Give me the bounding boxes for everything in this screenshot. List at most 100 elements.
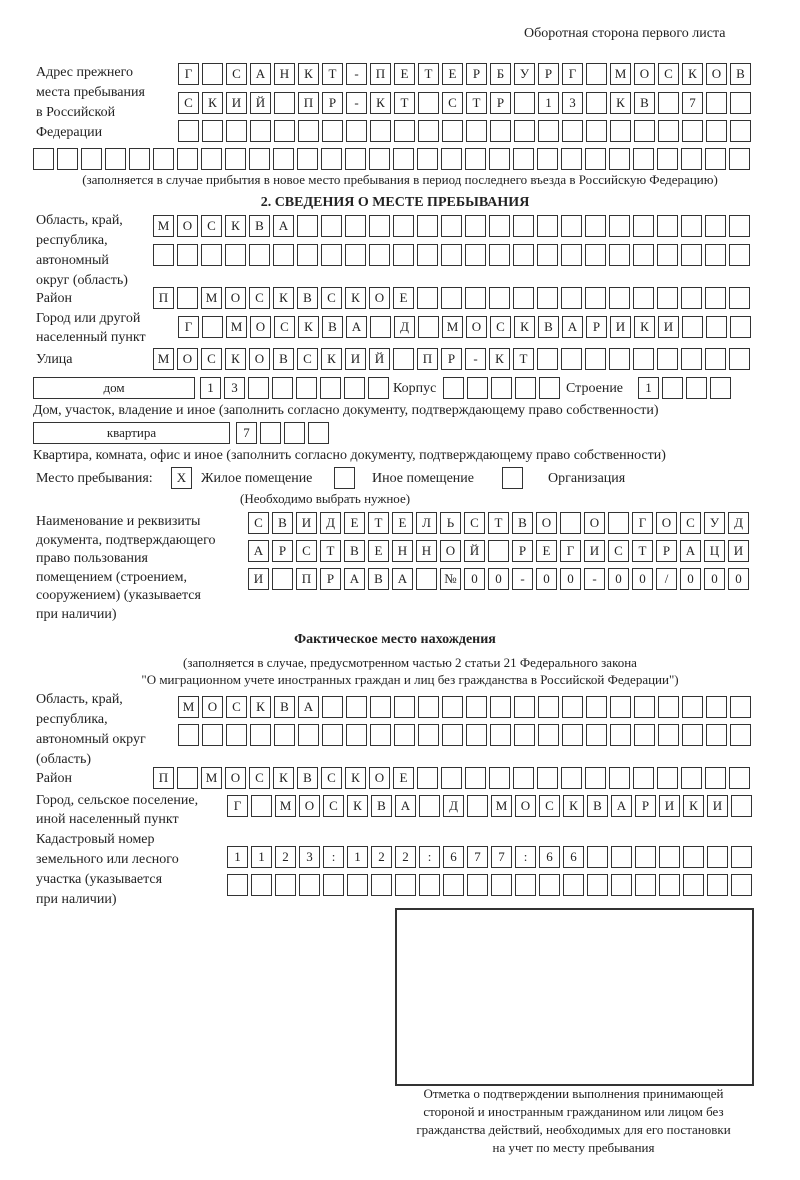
char-cell[interactable]: О — [656, 512, 677, 534]
char-cell[interactable] — [633, 348, 654, 370]
char-cell[interactable] — [371, 874, 392, 896]
char-cell[interactable]: К — [273, 767, 294, 789]
char-cell[interactable]: М — [201, 767, 222, 789]
char-cell[interactable] — [418, 696, 439, 718]
char-cell[interactable] — [442, 724, 463, 746]
char-cell[interactable] — [658, 724, 679, 746]
char-cell[interactable] — [275, 874, 296, 896]
char-cell[interactable] — [466, 696, 487, 718]
char-cell[interactable]: В — [249, 215, 270, 237]
char-cell[interactable] — [490, 724, 511, 746]
char-cell[interactable] — [537, 215, 558, 237]
char-cell[interactable]: 2 — [395, 846, 416, 868]
char-cell[interactable] — [710, 377, 731, 399]
char-cell[interactable]: К — [250, 696, 271, 718]
char-cell[interactable]: Р — [656, 540, 677, 562]
char-cell[interactable] — [562, 120, 583, 142]
char-cell[interactable]: О — [584, 512, 605, 534]
char-cell[interactable] — [393, 148, 414, 170]
char-cell[interactable]: О — [249, 348, 270, 370]
char-cell[interactable] — [105, 148, 126, 170]
char-cell[interactable] — [491, 377, 512, 399]
char-cell[interactable] — [369, 148, 390, 170]
char-cell[interactable] — [561, 148, 582, 170]
char-cell[interactable] — [394, 120, 415, 142]
char-cell[interactable] — [488, 540, 509, 562]
char-cell[interactable]: С — [201, 215, 222, 237]
char-cell[interactable] — [129, 148, 150, 170]
char-cell[interactable] — [538, 120, 559, 142]
char-cell[interactable]: Г — [227, 795, 248, 817]
char-cell[interactable]: - — [512, 568, 533, 590]
char-cell[interactable]: 6 — [563, 846, 584, 868]
char-cell[interactable] — [587, 874, 608, 896]
char-cell[interactable]: К — [298, 63, 319, 85]
char-cell[interactable]: О — [225, 767, 246, 789]
char-cell[interactable] — [705, 767, 726, 789]
char-cell[interactable] — [441, 287, 462, 309]
char-cell[interactable] — [682, 316, 703, 338]
char-cell[interactable]: Т — [466, 92, 487, 114]
char-cell[interactable] — [248, 377, 269, 399]
char-cell[interactable] — [585, 148, 606, 170]
char-cell[interactable]: Т — [488, 512, 509, 534]
char-cell[interactable] — [322, 724, 343, 746]
char-cell[interactable]: В — [587, 795, 608, 817]
char-cell[interactable]: М — [153, 215, 174, 237]
char-cell[interactable] — [681, 215, 702, 237]
char-cell[interactable] — [202, 120, 223, 142]
char-cell[interactable] — [202, 724, 223, 746]
char-cell[interactable] — [561, 348, 582, 370]
char-cell[interactable]: О — [440, 540, 461, 562]
char-cell[interactable] — [202, 63, 223, 85]
char-cell[interactable] — [609, 215, 630, 237]
char-cell[interactable]: Р — [272, 540, 293, 562]
char-cell[interactable]: Р — [538, 63, 559, 85]
char-cell[interactable]: Д — [443, 795, 464, 817]
char-cell[interactable]: К — [298, 316, 319, 338]
char-cell[interactable] — [539, 377, 560, 399]
char-cell[interactable] — [418, 724, 439, 746]
char-cell[interactable] — [320, 377, 341, 399]
char-cell[interactable]: Н — [274, 63, 295, 85]
char-cell[interactable] — [465, 244, 486, 266]
char-cell[interactable] — [659, 874, 680, 896]
char-cell[interactable]: В — [368, 568, 389, 590]
char-cell[interactable] — [681, 348, 702, 370]
char-cell[interactable] — [657, 148, 678, 170]
char-cell[interactable] — [658, 696, 679, 718]
char-cell[interactable] — [657, 215, 678, 237]
char-cell[interactable] — [513, 148, 534, 170]
char-cell[interactable] — [467, 795, 488, 817]
stay-option-checkbox[interactable] — [502, 467, 523, 489]
char-cell[interactable] — [585, 287, 606, 309]
char-cell[interactable] — [681, 287, 702, 309]
char-cell[interactable] — [561, 244, 582, 266]
char-cell[interactable] — [441, 767, 462, 789]
char-cell[interactable]: А — [250, 63, 271, 85]
char-cell[interactable] — [610, 120, 631, 142]
char-cell[interactable] — [177, 148, 198, 170]
char-cell[interactable]: Р — [441, 348, 462, 370]
char-cell[interactable]: К — [345, 287, 366, 309]
char-cell[interactable]: С — [226, 696, 247, 718]
char-cell[interactable]: Б — [490, 63, 511, 85]
char-cell[interactable] — [489, 215, 510, 237]
char-cell[interactable]: 3 — [299, 846, 320, 868]
char-cell[interactable]: А — [346, 316, 367, 338]
char-cell[interactable]: М — [226, 316, 247, 338]
char-cell[interactable] — [81, 148, 102, 170]
char-cell[interactable]: К — [682, 63, 703, 85]
char-cell[interactable] — [346, 696, 367, 718]
char-cell[interactable]: С — [321, 767, 342, 789]
char-cell[interactable]: Н — [392, 540, 413, 562]
char-cell[interactable]: 0 — [560, 568, 581, 590]
char-cell[interactable]: С — [539, 795, 560, 817]
char-cell[interactable]: 0 — [464, 568, 485, 590]
char-cell[interactable]: И — [658, 316, 679, 338]
char-cell[interactable] — [416, 568, 437, 590]
char-cell[interactable] — [633, 287, 654, 309]
char-cell[interactable] — [729, 287, 750, 309]
char-cell[interactable]: Н — [416, 540, 437, 562]
char-cell[interactable]: - — [346, 92, 367, 114]
